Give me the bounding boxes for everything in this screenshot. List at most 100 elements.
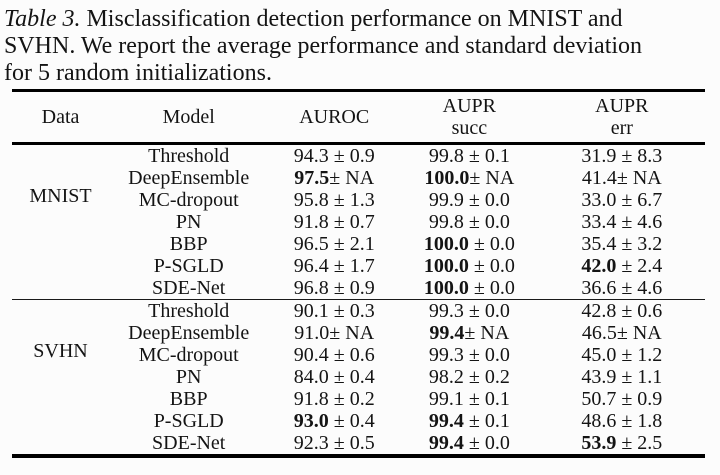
- table-header: Data Model AUROC AUPR succ AUPR err: [12, 90, 705, 145]
- table-row: MC-dropout 90.4 ± 0.6 99.3 ± 0.0 45.0 ± 1.2: [12, 344, 705, 366]
- metric-mean: 41.4: [581, 167, 617, 189]
- metric-mean: 99.8: [428, 211, 464, 233]
- table-body: MNIST Threshold 94.3 ± 0.9 99.8 ± 0.1 31.9 ±…: [12, 144, 705, 456]
- metric-mean: 92.3: [293, 432, 329, 454]
- cell-model: Threshold: [148, 145, 230, 167]
- table-row: BBP 96.5 ± 2.1 100.0 ± 0.0 35.4 ± 3.2: [12, 233, 705, 255]
- metric-std: ± 0.0: [463, 344, 510, 366]
- metric-mean: 99.9: [428, 189, 464, 211]
- cell-aupr-succ: 99.8 ± 0.0: [400, 211, 539, 233]
- metric-std: ± 0.6: [616, 300, 663, 322]
- metric-std: ± 6.7: [616, 189, 663, 211]
- column-header-line: AUPR: [442, 95, 497, 117]
- metric-mean: 42.8: [581, 300, 617, 322]
- cell-auroc: 96.8 ± 0.9: [268, 277, 400, 300]
- metric-mean: 99.4: [428, 432, 464, 454]
- metric-mean: 98.2: [428, 366, 464, 388]
- metric-mean: 99.4: [429, 322, 465, 344]
- metric-std: ± 0.9: [616, 388, 663, 410]
- metric-mean: 95.8: [293, 189, 329, 211]
- column-header-line: Data: [41, 106, 80, 128]
- metric-mean: 100.0: [423, 255, 469, 277]
- table-row: SVHN Threshold 90.1 ± 0.3 99.3 ± 0.0 42.8 ± …: [12, 299, 705, 456]
- metric-mean: 33.4: [581, 211, 617, 233]
- metric-std: ± 0.9: [328, 277, 375, 299]
- cell-model: SDE-Net: [152, 432, 226, 454]
- metric-std: ± 0.7: [328, 211, 375, 233]
- metric-mean: 48.6: [581, 410, 617, 432]
- metric-std: ± 0.0: [463, 300, 510, 322]
- metric-std: ± NA: [329, 167, 375, 189]
- metric-std: ± 4.6: [616, 211, 663, 233]
- metric-std: ± 0.0: [468, 255, 515, 277]
- metric-mean: 50.7: [581, 388, 617, 410]
- table-row: P-SGLD 96.4 ± 1.7 100.0 ± 0.0 42.0 ± 2.4: [12, 255, 705, 277]
- cell-auroc: 96.4 ± 1.7: [268, 255, 400, 277]
- table-row: SDE-Net 92.3 ± 0.5 99.4 ± 0.0 53.9 ± 2.5: [12, 432, 705, 456]
- cell-aupr-succ: 99.3 ± 0.0: [400, 344, 539, 366]
- cell-aupr-succ: 99.3 ± 0.0: [400, 299, 539, 322]
- metric-mean: 93.0: [293, 410, 329, 432]
- metric-mean: 91.8: [293, 211, 329, 233]
- cell-aupr-err: 45.0 ± 1.2: [539, 344, 705, 366]
- metric-mean: 99.3: [428, 344, 464, 366]
- header-row: Data Model AUROC AUPR succ AUPR err: [12, 90, 705, 145]
- caption-text-line-1: Misclassification detection performance …: [80, 6, 623, 32]
- cell-aupr-err: 42.8 ± 0.6: [538, 299, 705, 322]
- metric-std: ± 0.4: [328, 366, 375, 388]
- cell-auroc: 91.8 ± 0.2: [268, 388, 400, 410]
- metric-mean: 100.0: [423, 277, 469, 299]
- table-row: DeepEnsemble 91.0± NA 99.4± NA 46.5± NA: [12, 322, 705, 344]
- metric-mean: 91.0: [294, 322, 330, 344]
- cell-model: MC-dropout: [138, 344, 239, 366]
- table-row: MNIST Threshold 94.3 ± 0.9 99.8 ± 0.1 31.9 ±…: [12, 144, 705, 207]
- table-row: MC-dropout 95.8 ± 1.3 99.9 ± 0.0 33.0 ± 6.7: [12, 189, 705, 211]
- cell-model: P-SGLD: [153, 410, 224, 432]
- caption-line-1: Table 3. Misclassification detection per…: [4, 6, 720, 33]
- metric-std: ± 0.0: [463, 432, 510, 454]
- metric-std: ± 0.5: [328, 432, 375, 454]
- cell-model: SDE-Net: [152, 277, 226, 299]
- dataset-label-text: MNIST: [29, 185, 92, 207]
- column-header-aupr-err: AUPR err: [538, 90, 705, 145]
- metric-std: ± 0.9: [328, 145, 375, 167]
- results-table: Data Model AUROC AUPR succ AUPR err MNIST Thres…: [12, 89, 705, 458]
- cell-aupr-succ: 99.4 ± 0.1: [400, 410, 539, 432]
- cell-auroc: 97.5± NA: [268, 167, 400, 189]
- metric-mean: 46.5: [581, 322, 617, 344]
- metric-mean: 99.3: [428, 300, 464, 322]
- cell-aupr-err: 53.9 ± 2.5: [539, 432, 705, 456]
- caption-text-line-2: SVHN. We report the average performance …: [4, 33, 643, 59]
- metric-mean: 100.0: [423, 233, 469, 255]
- cell-auroc: 90.4 ± 0.6: [268, 344, 400, 366]
- cell-aupr-succ: 99.1 ± 0.1: [400, 388, 539, 410]
- cell-model: MC-dropout: [138, 189, 239, 211]
- cell-aupr-succ: 99.8 ± 0.1: [400, 144, 539, 167]
- metric-mean: 99.4: [428, 410, 464, 432]
- metric-mean: 90.1: [293, 300, 329, 322]
- metric-std: ± 0.0: [463, 189, 510, 211]
- cell-aupr-err: 36.6 ± 4.6: [539, 277, 705, 300]
- metric-std: ± 0.1: [463, 388, 510, 410]
- cell-aupr-err: 50.7 ± 0.9: [539, 388, 705, 410]
- cell-auroc: 93.0 ± 0.4: [268, 410, 400, 432]
- metric-std: ± 0.0: [463, 211, 510, 233]
- metric-std: ± NA: [464, 322, 510, 344]
- metric-std: ± 8.3: [616, 145, 663, 167]
- cell-aupr-err: 48.6 ± 1.8: [539, 410, 705, 432]
- table-row: DeepEnsemble 97.5± NA 100.0± NA 41.4± NA: [12, 167, 705, 189]
- metric-std: ± 0.4: [328, 410, 375, 432]
- metric-std: ± 1.8: [616, 410, 663, 432]
- metric-mean: 33.0: [581, 189, 617, 211]
- metric-std: ± 4.6: [616, 277, 663, 299]
- metric-std: ± 0.2: [463, 366, 510, 388]
- metric-mean: 100.0: [424, 167, 470, 189]
- metric-mean: 99.1: [428, 388, 464, 410]
- cell-model: BBP: [169, 233, 208, 255]
- metric-std: ± 0.1: [463, 410, 510, 432]
- table-row: PN 91.8 ± 0.7 99.8 ± 0.0 33.4 ± 4.6: [12, 211, 705, 233]
- metric-mean: 31.9: [581, 145, 617, 167]
- table-row: PN 84.0 ± 0.4 98.2 ± 0.2 43.9 ± 1.1: [12, 366, 705, 388]
- cell-aupr-err: 41.4± NA: [539, 167, 705, 189]
